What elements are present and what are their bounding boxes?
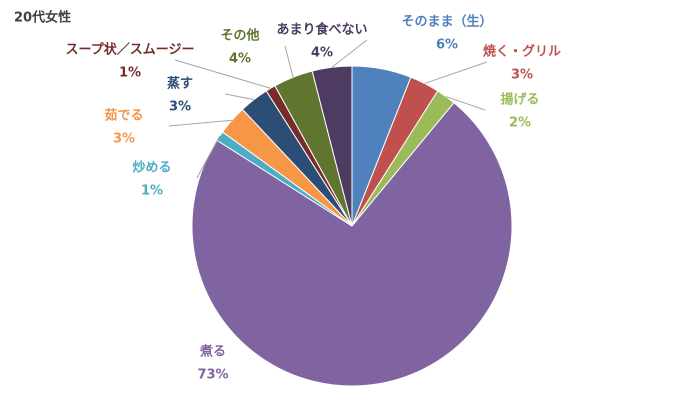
slice-value: 6% — [436, 38, 458, 53]
slice-label: そのまま（生） — [401, 14, 492, 30]
leader-line — [331, 39, 368, 68]
slice-value: 3% — [511, 68, 533, 83]
slice-label: 煮る — [199, 344, 226, 360]
slice-value: 3% — [113, 132, 135, 147]
slice-value: 73% — [197, 368, 228, 383]
slice-value: 4% — [229, 52, 251, 67]
pie-slice — [191, 102, 513, 387]
leader-line — [174, 59, 271, 89]
leader-line — [168, 119, 233, 127]
slice-value: 1% — [119, 66, 141, 81]
slice-value: 1% — [141, 184, 163, 199]
slice-value: 4% — [311, 46, 333, 61]
slice-value: 2% — [509, 116, 531, 131]
leader-line — [196, 135, 221, 179]
leader-line — [284, 45, 294, 78]
slice-label: あまり食べない — [276, 22, 367, 38]
slice-label: 茹でる — [104, 108, 143, 124]
leader-line — [224, 93, 255, 101]
leader-line — [424, 61, 488, 84]
slice-label: 焼く・グリル — [483, 44, 561, 60]
slice-label: スープ状／スムージー — [66, 42, 195, 58]
slice-value: 3% — [169, 100, 191, 115]
slice-label: 炒める — [132, 161, 171, 176]
leader-line — [445, 96, 486, 111]
slice-label: 蒸す — [167, 76, 193, 92]
slice-label: 揚げる — [500, 92, 539, 108]
chart-title: 20代女性 — [14, 10, 71, 26]
slice-label: その他 — [220, 28, 259, 44]
